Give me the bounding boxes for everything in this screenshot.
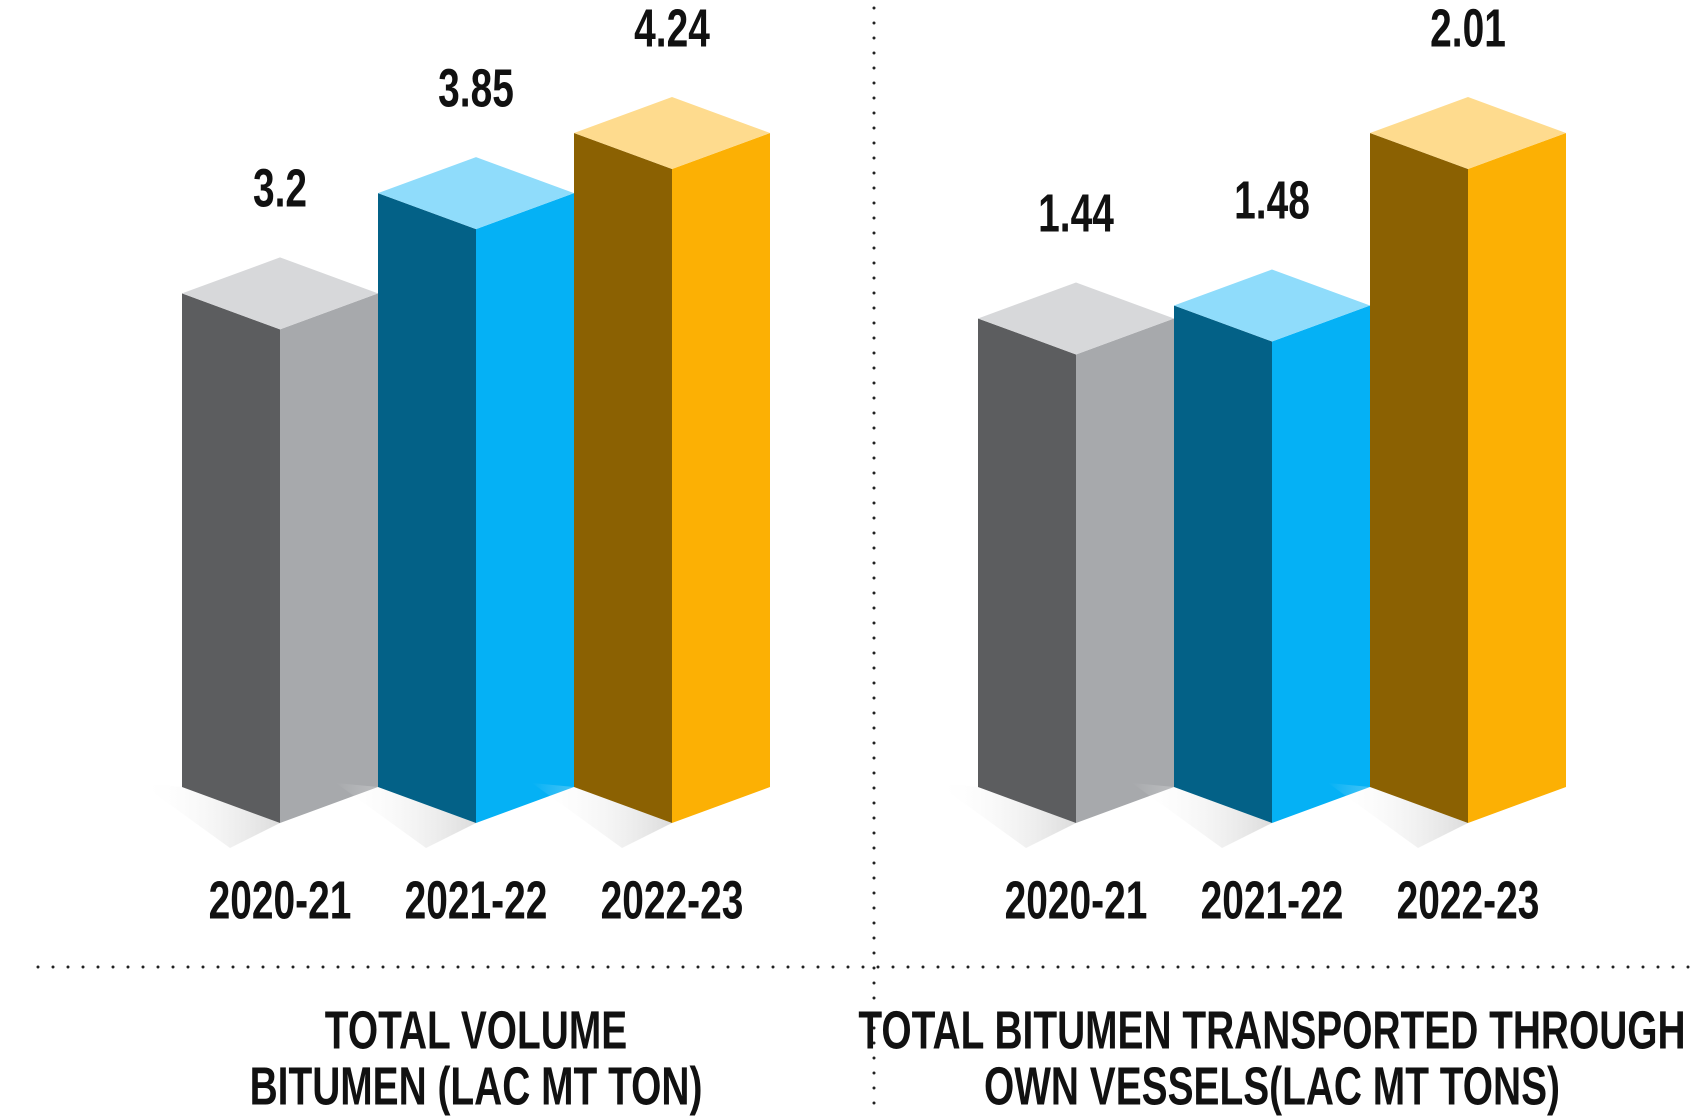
chart-title: TOTAL BITUMEN TRANSPORTED THROUGH [858,1000,1685,1060]
bar-shadow [936,783,1076,848]
x-tick-label: 2020-21 [1005,870,1148,930]
value-label: 3.85 [438,58,514,118]
bar-shadow [1328,783,1468,848]
bar-left-face [1174,305,1272,823]
value-label: 2.01 [1430,0,1506,58]
bar-left-face [978,318,1076,823]
bar-top-face [1370,97,1566,169]
x-tick-label: 2022-23 [1397,870,1540,930]
value-label: 1.48 [1234,171,1310,231]
chart-title: BITUMEN (LAC MT TON) [250,1056,703,1116]
value-label: 1.44 [1038,184,1114,244]
bar-left-face [574,133,672,823]
chart-title: TOTAL VOLUME [325,1000,627,1060]
bar-right-face [1076,318,1174,823]
bar-top-face [1174,269,1370,342]
bar-shadow [336,783,476,848]
x-tick-label: 2021-22 [405,870,548,930]
bar-left-face [182,293,280,823]
bar-top-face [574,97,770,169]
bar-left-face [378,193,476,824]
bar-left-face [1370,133,1468,823]
x-tick-label: 2020-21 [209,870,352,930]
bar-top-face [978,282,1174,355]
bar-shadow [140,783,280,848]
bar-top-face [378,157,574,230]
bar-shadow [532,783,672,848]
bar-right-face [476,193,574,824]
bar-right-face [1272,305,1370,823]
bar-right-face [672,133,770,823]
bar-right-face [280,293,378,823]
bar-right-face [1468,133,1566,823]
x-tick-label: 2021-22 [1201,870,1344,930]
bar-shadow [1132,783,1272,848]
chart-title: OWN VESSELS(LAC MT TONS) [984,1056,1560,1116]
value-label: 3.2 [253,159,307,219]
x-tick-label: 2022-23 [601,870,744,930]
value-label: 4.24 [634,0,710,58]
bar-top-face [182,257,378,330]
